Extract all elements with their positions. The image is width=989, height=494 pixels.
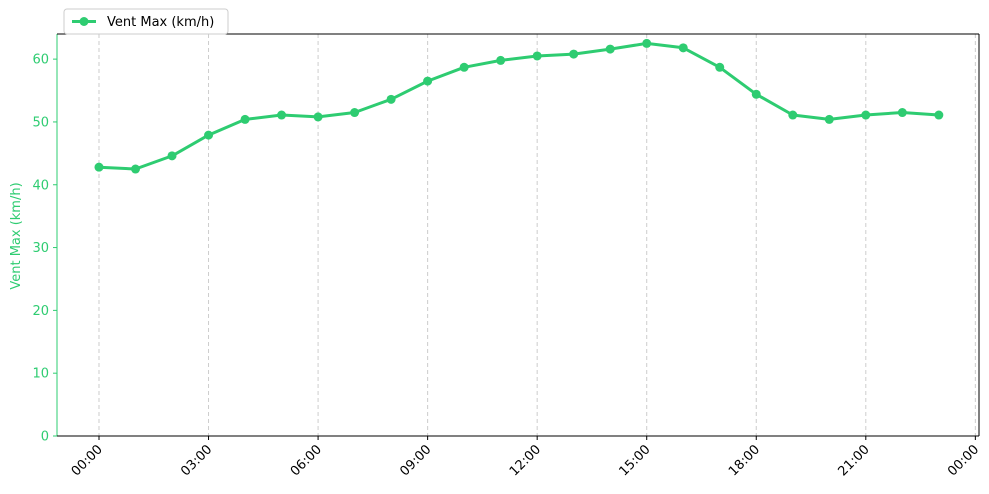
data-point <box>167 151 177 161</box>
y-tick-label: 30 <box>32 241 49 256</box>
data-point <box>313 112 323 122</box>
data-point <box>204 130 214 140</box>
data-point <box>678 43 688 53</box>
data-point <box>386 94 396 104</box>
x-tick-label: 03:00 <box>178 442 215 479</box>
legend-box <box>63 8 229 35</box>
x-tick-label: 21:00 <box>836 442 873 479</box>
data-point <box>277 110 287 120</box>
data-point <box>131 164 141 174</box>
legend-marker <box>79 17 89 26</box>
x-tick-label: 18:00 <box>726 442 763 479</box>
y-tick-label: 50 <box>32 115 49 130</box>
data-point <box>751 89 761 99</box>
x-tick-label: 00:00 <box>69 442 106 479</box>
data-point <box>642 38 652 48</box>
data-point <box>824 114 834 124</box>
x-tick-label: 00:00 <box>945 442 982 479</box>
data-point <box>605 44 615 54</box>
data-point <box>496 55 506 65</box>
legend-label: Vent Max (km/h) <box>107 15 214 30</box>
data-point <box>94 162 104 172</box>
data-point <box>350 108 360 118</box>
data-point <box>240 114 250 124</box>
series <box>94 38 944 174</box>
x-tick-label: 06:00 <box>288 442 325 479</box>
y-tick-label: 20 <box>32 304 49 319</box>
data-point <box>532 51 542 61</box>
x-tick-label: 09:00 <box>397 442 434 479</box>
data-point <box>897 108 907 118</box>
x-tick-label: 12:00 <box>507 442 544 479</box>
data-point <box>715 62 725 72</box>
data-point <box>569 49 579 59</box>
y-tick-label: 40 <box>32 178 49 193</box>
data-point <box>423 76 433 86</box>
y-tick-label: 0 <box>41 430 49 445</box>
legend: Vent Max (km/h) <box>63 8 229 35</box>
grid-lines <box>98 34 976 436</box>
ticks: 0 10 20 30 40 50 60 00:00 03:00 06:00 09:00 12:00 15… <box>32 53 982 480</box>
x-tick-label: 15:00 <box>616 442 653 479</box>
data-point <box>459 62 469 72</box>
y-axis-label: Vent Max (km/h) <box>9 182 24 289</box>
series-line <box>97 41 941 171</box>
y-tick-label: 60 <box>32 53 49 68</box>
data-point <box>934 110 944 120</box>
y-tick-label: 10 <box>32 367 49 382</box>
data-point <box>861 110 871 120</box>
data-point <box>788 110 798 120</box>
axes <box>56 33 980 437</box>
